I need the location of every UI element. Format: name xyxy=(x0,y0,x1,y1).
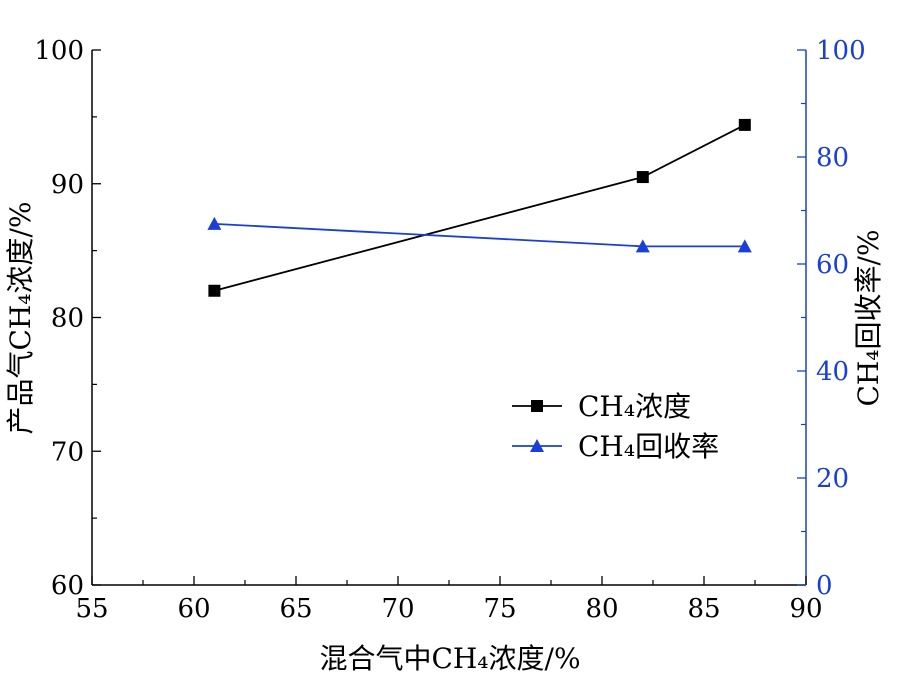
series-line-0 xyxy=(214,124,746,292)
y-right-tick-label: 20 xyxy=(816,464,849,494)
legend-label-ch4-recovery: CH₄回收率 xyxy=(578,430,719,463)
y-left-axis-title: 产品气CH₄浓度/% xyxy=(4,201,37,434)
data-point-square xyxy=(208,284,221,297)
legend-marker-triangle xyxy=(530,439,544,452)
legend-label-ch4-concentration: CH₄浓度 xyxy=(578,390,691,423)
x-tick-label: 85 xyxy=(687,594,720,624)
y-right-axis-title: CH₄回收率/% xyxy=(852,229,885,406)
x-tick-label: 70 xyxy=(381,594,414,624)
x-tick-label: 60 xyxy=(177,594,210,624)
series-line-1 xyxy=(214,222,745,248)
y-left-tick-label: 60 xyxy=(51,571,84,601)
x-tick-label: 55 xyxy=(75,594,108,624)
data-point-square xyxy=(738,118,751,131)
y-right-tick-label: 40 xyxy=(816,357,849,387)
data-point-triangle xyxy=(635,239,650,253)
y-left-tick-label: 100 xyxy=(34,36,84,66)
series-layer xyxy=(207,118,752,297)
y-right-tick-label: 60 xyxy=(816,250,849,280)
x-tick-label: 90 xyxy=(789,594,822,624)
y-left-tick-label: 70 xyxy=(51,437,84,467)
x-axis-title: 混合气中CH₄浓度/% xyxy=(319,642,580,675)
y-right-tick-label: 80 xyxy=(816,143,849,173)
y-right-tick-label: 100 xyxy=(816,36,866,66)
data-point-triangle xyxy=(207,216,222,230)
legend: CH₄浓度 CH₄回收率 xyxy=(512,390,719,463)
y-right-tick-label: 0 xyxy=(816,571,833,601)
legend-marker-square xyxy=(531,400,543,412)
data-point-square xyxy=(636,171,649,184)
data-point-triangle xyxy=(737,239,752,253)
x-tick-label: 80 xyxy=(585,594,618,624)
y-left-tick-label: 90 xyxy=(51,170,84,200)
x-tick-label: 65 xyxy=(279,594,312,624)
y-left-tick-label: 80 xyxy=(51,304,84,334)
x-tick-label: 75 xyxy=(483,594,516,624)
